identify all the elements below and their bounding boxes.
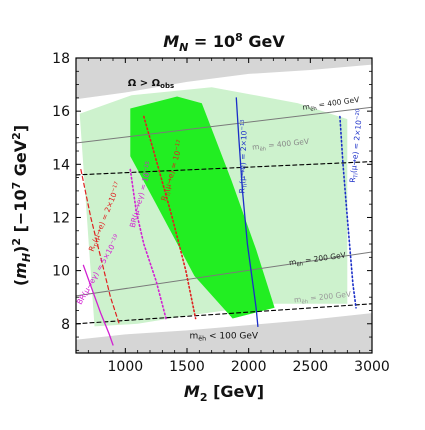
series-line-black-dash-2 bbox=[76, 161, 372, 176]
annotation-omega-main: Ω > Ω bbox=[128, 78, 161, 89]
y-tick-label-16: 16 bbox=[52, 104, 70, 120]
annotation-rtau13-rest: (μ→e) = 2×10 bbox=[238, 130, 249, 184]
series-line-magenta-solid-9 bbox=[82, 264, 114, 346]
annotation-m400_dash-sub: ẽh bbox=[259, 146, 266, 153]
ylabel-end: ] bbox=[11, 125, 30, 132]
lines-layer bbox=[76, 97, 372, 346]
annotation-rti17-main: R bbox=[159, 195, 169, 202]
ylabel-sup2: 7 bbox=[10, 182, 23, 190]
y-tick-label-10: 10 bbox=[52, 264, 70, 280]
ylabel-p1: ( bbox=[11, 279, 30, 286]
region-omega-excluded bbox=[76, 58, 372, 100]
annotation-rtau13-sup: −13 bbox=[240, 119, 246, 130]
annotation-m200_dash-sub: ẽh bbox=[301, 299, 308, 306]
annotation-rtau20-sup: −20 bbox=[354, 109, 361, 121]
annotation-rti17-sub: Ti bbox=[165, 192, 172, 199]
title-sub: N bbox=[179, 41, 188, 54]
annotation-m200_dash-main: m bbox=[294, 295, 302, 305]
annotation-rti2x17-sub: Ti bbox=[93, 242, 101, 249]
regions-layer bbox=[76, 58, 372, 353]
annotation-rtau20-sub: Ti bbox=[353, 173, 360, 179]
x-tick-label-2500: 2500 bbox=[293, 359, 329, 375]
ticks-layer: 1000 1500 2000 2500 3000 8 10 12 14 16 18 bbox=[52, 51, 390, 375]
annotation-br15-sup: −15 bbox=[143, 161, 152, 173]
annotation-m100-main: m bbox=[189, 331, 198, 341]
annotation-m100: mẽh < 100 GeV bbox=[189, 331, 258, 342]
annotation-m400_gray-rest: = 400 GeV bbox=[316, 95, 361, 110]
x-axis-title: M2 [GeV] bbox=[184, 382, 264, 404]
annotation-rtau20-rest: (μ→e) = 2×10 bbox=[349, 119, 364, 173]
ylabel-sub: H bbox=[20, 253, 33, 262]
annotation-m400_gray-main: m bbox=[302, 102, 310, 112]
annotation-m400_gray: mẽh = 400 GeV bbox=[302, 95, 361, 114]
annotation-m200_gray-sub: ẽh bbox=[296, 261, 303, 268]
annotation-m200_gray-main: m bbox=[288, 257, 296, 267]
series-line-red-dot-6 bbox=[143, 115, 197, 320]
annotation-rtau13-main: R bbox=[237, 188, 246, 194]
annotation-m400_dash-main: m bbox=[252, 142, 260, 152]
y-axis-title: (mH)2 [−107 GeV2] bbox=[10, 125, 33, 286]
x-tick-label-3000: 3000 bbox=[354, 359, 390, 375]
ylabel-sup1: 2 bbox=[10, 238, 23, 246]
annotation-rti2x17-main: R bbox=[87, 245, 97, 253]
annotation-rtau13: RTi(μ→e) = 2×10−13 bbox=[237, 119, 251, 193]
series-line-black-dash-3 bbox=[76, 303, 372, 325]
y-tick-label-8: 8 bbox=[61, 317, 70, 333]
ylabel-mid: [−10 bbox=[11, 189, 30, 238]
y-tick-label-12: 12 bbox=[52, 210, 70, 226]
annotation-rti17-sup: −17 bbox=[174, 139, 183, 151]
series-line-blue-solid-4 bbox=[235, 97, 259, 328]
title-unit: GeV bbox=[243, 32, 286, 51]
title-sup: 8 bbox=[235, 31, 243, 44]
annotation-m100-rest: < 100 GeV bbox=[206, 331, 259, 341]
series-line-gray-solid-0 bbox=[76, 106, 372, 144]
ylabel-sup3: 2 bbox=[10, 132, 23, 140]
y-tick-label-18: 18 bbox=[52, 51, 70, 67]
xlabel-sub: 2 bbox=[200, 391, 208, 404]
ylabel-main: m bbox=[11, 262, 30, 279]
xlabel-main: M bbox=[184, 382, 200, 401]
series-line-red-dash-7 bbox=[80, 169, 120, 325]
annotation-omega-sub: obs bbox=[160, 82, 174, 90]
x-tick-label-1500: 1500 bbox=[169, 359, 205, 375]
xlabel-rest: [GeV] bbox=[208, 382, 265, 401]
series-line-gray-solid-1 bbox=[76, 251, 372, 297]
annotation-rtau20-main: R bbox=[348, 177, 357, 183]
series-line-blue-dot-5 bbox=[339, 115, 357, 309]
annotation-m100-sub: ẽh bbox=[198, 335, 206, 342]
chart-title: MN = 108 GeV bbox=[163, 31, 285, 54]
annotation-m400_gray-sub: ẽh bbox=[310, 106, 317, 113]
region-green-band bbox=[130, 96, 275, 319]
ylabel-mid2: GeV bbox=[11, 139, 30, 182]
title-mid: = 10 bbox=[188, 32, 235, 51]
region-mass-excluded bbox=[76, 313, 372, 353]
x-tick-label-1000: 1000 bbox=[108, 359, 144, 375]
title-main: M bbox=[163, 32, 179, 51]
y-tick-label-14: 14 bbox=[52, 157, 70, 173]
annotation-rtau13-sub: Ti bbox=[242, 184, 248, 190]
ylabel-p2: ) bbox=[11, 246, 30, 253]
annotation-rti2x17-sup: −17 bbox=[110, 181, 120, 194]
annotation-rtau20: RTi(μ→e) = 2×10−20 bbox=[348, 109, 367, 184]
x-tick-label-2000: 2000 bbox=[231, 359, 267, 375]
annotation-br19-sup: −19 bbox=[109, 233, 120, 246]
series-line-magenta-dot-8 bbox=[129, 168, 167, 320]
annotation-omega: Ω > Ωobs bbox=[128, 78, 174, 90]
